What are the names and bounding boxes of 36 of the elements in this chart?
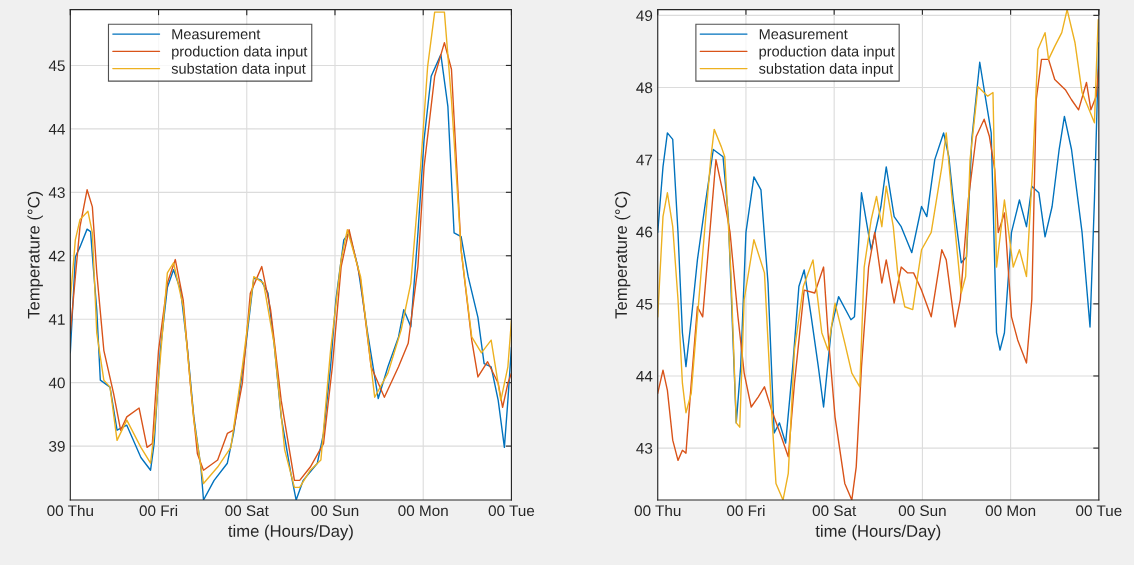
x-tick-label: 00 Mon: [398, 505, 448, 517]
x-tick-label: 00 Fri: [139, 504, 178, 517]
x-axis-title: time (Hours/Day): [815, 524, 941, 541]
x-tick-label: 00 Tue: [488, 505, 535, 517]
x-tick-label: 00 Sun: [898, 505, 946, 517]
legend-label: Measurement: [172, 29, 261, 40]
x-tick-label: 00 Thu: [634, 504, 681, 517]
legend-label: substation data input: [759, 63, 894, 77]
y-tick-label: 42: [48, 250, 65, 262]
legend-label: substation data input: [171, 63, 306, 77]
y-tick-label: 44: [48, 123, 65, 135]
y-tick-label: 39: [49, 440, 65, 452]
x-tick-label: 00 Sat: [225, 505, 269, 517]
y-tick-label: 43: [48, 187, 65, 199]
x-tick-label: 00 Sun: [311, 505, 359, 517]
y-tick-label: 46: [636, 226, 653, 238]
x-tick-label: 00 Mon: [985, 505, 1036, 517]
x-axis-title: time (Hours/Day): [228, 524, 353, 541]
x-tick-label: 00 Sat: [812, 505, 857, 517]
legend-label: Measurement: [759, 29, 848, 40]
y-axis-title: Temperature (°C): [614, 191, 631, 319]
y-tick-label: 40: [48, 377, 65, 389]
y-axis-title: Temperature (°C): [27, 191, 43, 319]
y-tick-label: 49: [636, 10, 653, 22]
y-tick-label: 45: [48, 60, 65, 72]
x-tick-label: 00 Fri: [727, 504, 765, 517]
legend-label: production data input: [172, 45, 308, 60]
y-tick-label: 47: [636, 154, 653, 166]
y-tick-label: 44: [636, 371, 653, 382]
y-tick-label: 48: [636, 82, 653, 94]
y-tick-label: 45: [636, 298, 653, 310]
y-tick-label: 41: [48, 314, 65, 325]
x-tick-label: 00 Thu: [47, 504, 93, 517]
legend-label: production data input: [759, 45, 895, 60]
x-tick-label: 00 Tue: [1076, 505, 1122, 517]
y-tick-label: 43: [636, 442, 653, 454]
